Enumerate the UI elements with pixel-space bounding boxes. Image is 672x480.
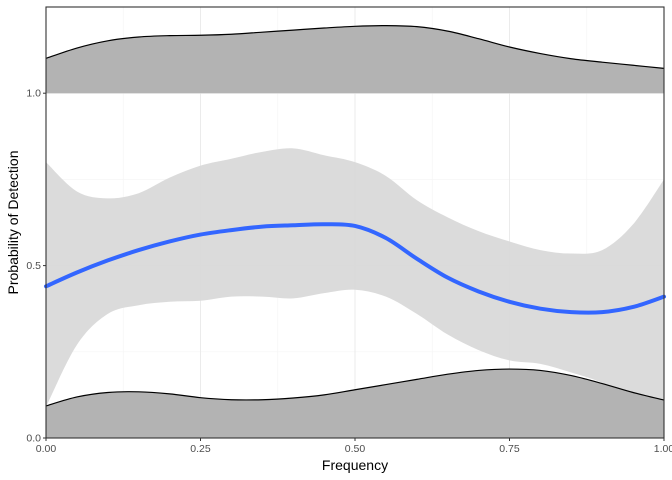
bottom-density-area	[46, 369, 664, 438]
smooth-fit-line	[44, 222, 666, 315]
axes: 0.00 0.25 0.50 0.75 1.00 0.0 0.5 1.0	[26, 88, 672, 455]
x-axis-title: Frequency	[322, 457, 388, 473]
bottom-density-outline	[45, 368, 665, 407]
smooth-line-layer	[44, 222, 666, 315]
x-tick-label: 0.75	[499, 443, 520, 455]
top-density-area	[46, 25, 664, 94]
y-tick-label: 1.0	[26, 88, 41, 100]
y-tick-label: 0.5	[26, 260, 41, 272]
y-axis-title: Probability of Detection	[5, 151, 21, 295]
top-density-outline	[45, 25, 665, 69]
x-tick-label: 0.25	[190, 443, 211, 455]
density-layer	[45, 25, 665, 438]
x-tick-label: 0.00	[36, 443, 57, 455]
x-tick-label: 0.50	[345, 443, 366, 455]
confidence-band	[46, 148, 664, 414]
y-tick-label: 0.0	[26, 433, 41, 445]
x-tick-label: 1.00	[654, 443, 672, 455]
confidence-band-layer	[46, 148, 664, 414]
